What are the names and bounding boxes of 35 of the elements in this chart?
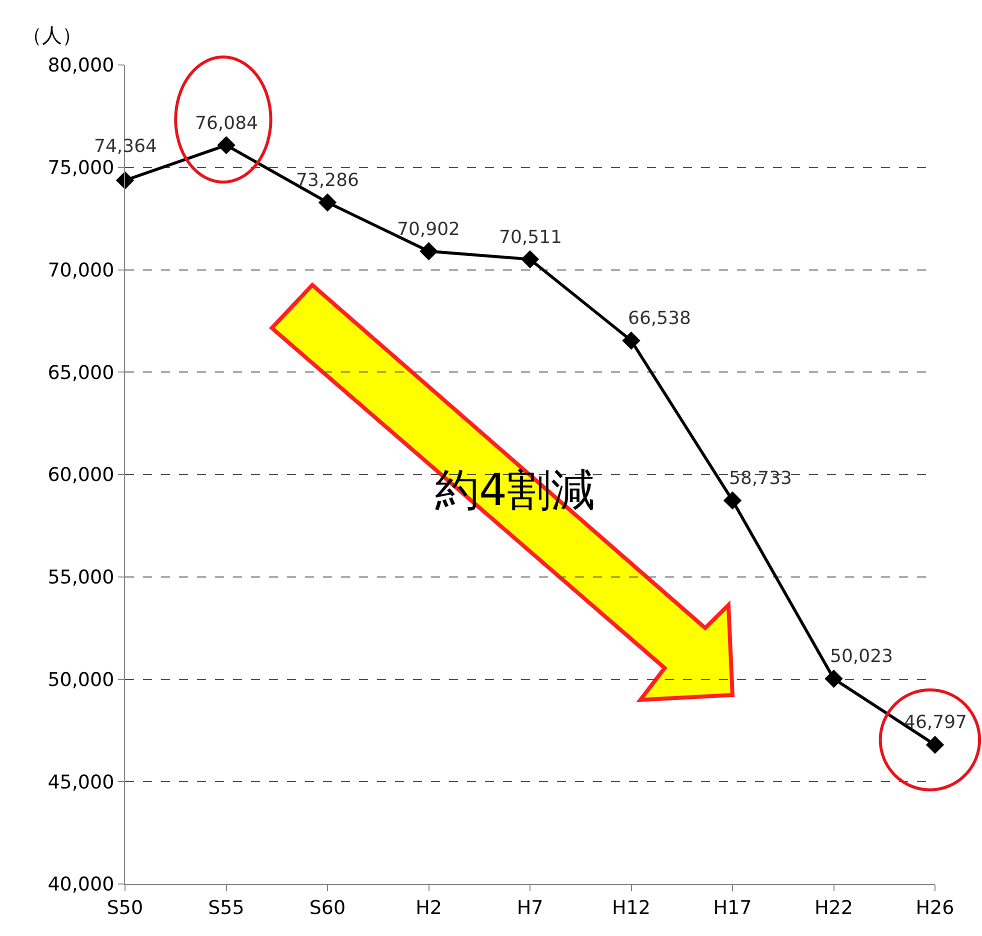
y-tick-label: 45,000 xyxy=(48,771,114,794)
data-label: 50,023 xyxy=(830,646,893,667)
y-tick-label: 50,000 xyxy=(48,668,114,691)
y-axis-title: （人） xyxy=(22,23,82,47)
x-tick-label: H17 xyxy=(713,896,752,919)
data-label: 58,733 xyxy=(729,468,792,489)
x-tick-label: H26 xyxy=(916,896,954,919)
point xyxy=(622,332,640,350)
x-tick-label: S60 xyxy=(309,896,346,919)
x-tick-label: H12 xyxy=(612,896,650,919)
point xyxy=(926,736,944,754)
x-tick-label: H7 xyxy=(516,896,544,919)
y-tick-label: 65,000 xyxy=(48,362,114,384)
data-label: 73,286 xyxy=(296,170,359,191)
y-tick-label: 55,000 xyxy=(48,566,114,589)
x-tick-label: S55 xyxy=(208,896,244,919)
x-tick-label: H22 xyxy=(814,896,853,919)
x-tick-label: S50 xyxy=(106,896,144,919)
data-label: 76,084 xyxy=(195,113,258,134)
y-tick-label: 40,000 xyxy=(48,874,114,896)
y-tick-label: 70,000 xyxy=(48,259,114,282)
point xyxy=(723,491,742,510)
data-label: 66,538 xyxy=(628,308,691,329)
point xyxy=(420,242,438,260)
point xyxy=(824,670,843,688)
data-label: 46,797 xyxy=(904,712,967,733)
y-tick-label: 60,000 xyxy=(48,464,114,486)
data-label: 70,511 xyxy=(499,227,562,248)
point xyxy=(318,193,337,212)
x-tick-label: H2 xyxy=(416,896,442,919)
y-tick-label: 80,000 xyxy=(48,54,114,77)
data-label: 70,902 xyxy=(397,219,460,240)
point xyxy=(217,136,236,154)
point xyxy=(520,250,540,268)
y-tick-label: 75,000 xyxy=(48,157,114,180)
